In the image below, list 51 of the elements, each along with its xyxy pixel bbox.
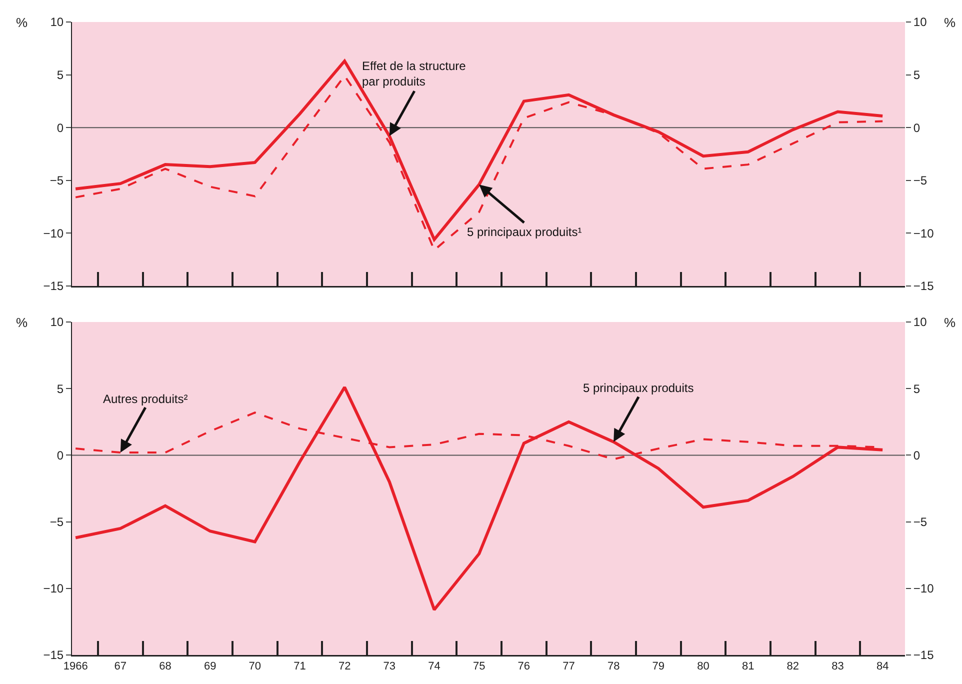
x-tick-label: 67 xyxy=(114,660,127,673)
x-tick-label: 75 xyxy=(472,660,486,673)
y2-tick-label: −10 xyxy=(913,226,934,240)
annotation: 5 principaux produits xyxy=(583,381,694,395)
x-tick-label: 77 xyxy=(562,660,575,673)
y-axis-title: % xyxy=(16,315,28,330)
y2-tick-label: −15 xyxy=(913,279,934,294)
x-tick-label: 74 xyxy=(428,660,440,673)
x-tick-label: 83 xyxy=(832,660,844,673)
y2-tick-label: −5 xyxy=(913,174,928,188)
x-tick-label: 81 xyxy=(742,660,754,673)
y-tick-label: −15 xyxy=(43,648,64,662)
x-tick-label: 80 xyxy=(697,660,710,673)
y-tick-label: −5 xyxy=(50,174,64,188)
x-tick-label: 68 xyxy=(159,660,172,673)
x-tick-label: 84 xyxy=(876,660,889,673)
y2-tick-label: 0 xyxy=(913,448,920,462)
y-tick-label: 0 xyxy=(56,120,64,135)
y-tick-label: −10 xyxy=(43,226,64,240)
y2-axis-title: % xyxy=(944,315,956,330)
x-tick-label: 76 xyxy=(518,660,530,673)
x-tick-label: 69 xyxy=(204,660,216,673)
y2-tick-label: −15 xyxy=(913,648,934,662)
y-tick-label: −15 xyxy=(43,279,64,294)
y2-tick-label: 5 xyxy=(913,68,920,82)
x-tick-label: 72 xyxy=(338,660,351,673)
x-tick-label: 70 xyxy=(248,660,262,673)
y2-tick-label: 10 xyxy=(913,15,928,30)
x-tick-label: 1966 xyxy=(63,660,88,673)
y2-axis-title: % xyxy=(944,15,956,30)
y-tick-label: −10 xyxy=(43,582,64,596)
y-tick-label: 0 xyxy=(56,448,64,462)
y2-tick-label: 5 xyxy=(913,382,920,396)
x-tick-label: 82 xyxy=(786,660,800,673)
y-axis-title: % xyxy=(16,15,28,30)
y2-tick-label: 0 xyxy=(913,120,920,135)
y-tick-label: 10 xyxy=(50,15,64,30)
y-tick-label: 10 xyxy=(50,315,64,330)
y2-tick-label: −10 xyxy=(913,582,934,596)
annotation: 5 principaux produits¹ xyxy=(467,225,582,239)
y-tick-label: −5 xyxy=(50,515,64,529)
annotation: Autres produits² xyxy=(103,392,188,406)
y-tick-label: 5 xyxy=(56,382,64,396)
x-tick-label: 79 xyxy=(652,660,665,673)
y-tick-label: 5 xyxy=(56,68,64,82)
x-tick-label: 71 xyxy=(294,660,306,673)
x-tick-label: 78 xyxy=(607,660,620,673)
y2-tick-label: −5 xyxy=(913,515,928,529)
x-tick-label: 73 xyxy=(383,660,396,673)
annotation: Effet de la structure par produits xyxy=(362,59,466,89)
y2-tick-label: 10 xyxy=(913,315,928,330)
